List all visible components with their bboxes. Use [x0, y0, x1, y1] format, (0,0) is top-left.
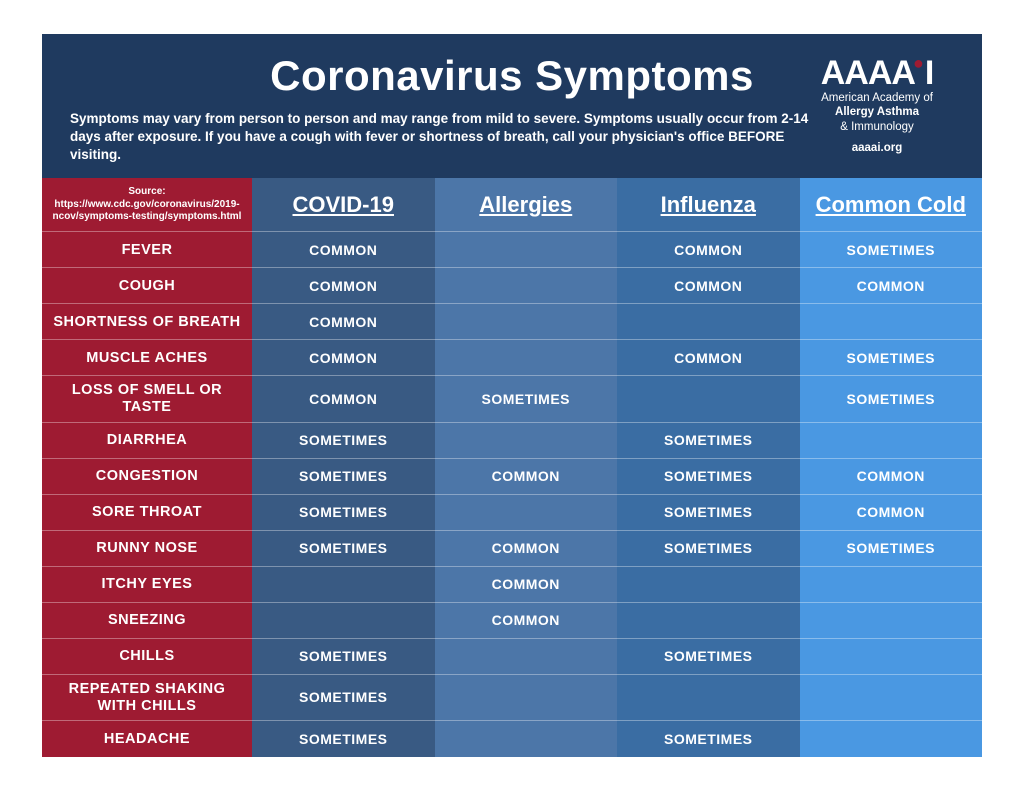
column-header-1: Allergies	[435, 178, 618, 232]
cell-4-2	[617, 376, 800, 422]
row-label-9: ITCHY EYES	[42, 567, 252, 603]
source-cell: Source: https://www.cdc.gov/coronavirus/…	[42, 178, 252, 232]
cell-9-1: COMMON	[435, 567, 618, 603]
row-label-12: REPEATED SHAKING WITH CHILLS	[42, 675, 252, 721]
cell-6-2: SOMETIMES	[617, 459, 800, 495]
cell-11-1	[435, 639, 618, 675]
logo-line3: & Immunology	[802, 121, 952, 134]
cell-11-3	[800, 639, 983, 675]
cell-2-3	[800, 304, 983, 340]
cell-9-0	[252, 567, 435, 603]
row-label-1: COUGH	[42, 268, 252, 304]
cell-2-2	[617, 304, 800, 340]
cell-0-0: COMMON	[252, 232, 435, 268]
cell-4-1: SOMETIMES	[435, 376, 618, 422]
cell-1-3: COMMON	[800, 268, 983, 304]
cell-3-1	[435, 340, 618, 376]
cell-10-1: COMMON	[435, 603, 618, 639]
cell-4-3: SOMETIMES	[800, 376, 983, 422]
cell-4-0: COMMON	[252, 376, 435, 422]
logo-letters: AAAA	[821, 56, 915, 90]
cell-6-0: SOMETIMES	[252, 459, 435, 495]
logo-line2: Allergy Asthma	[802, 106, 952, 119]
logo-line1: American Academy of	[802, 92, 952, 105]
cell-5-0: SOMETIMES	[252, 423, 435, 459]
column-header-2: Influenza	[617, 178, 800, 232]
row-label-10: SNEEZING	[42, 603, 252, 639]
cell-3-2: COMMON	[617, 340, 800, 376]
row-label-4: LOSS OF SMELL OR TASTE	[42, 376, 252, 422]
cell-8-3: SOMETIMES	[800, 531, 983, 567]
row-label-2: SHORTNESS OF BREATH	[42, 304, 252, 340]
cell-8-2: SOMETIMES	[617, 531, 800, 567]
cell-1-1	[435, 268, 618, 304]
row-label-0: FEVER	[42, 232, 252, 268]
cell-6-3: COMMON	[800, 459, 983, 495]
cell-13-2: SOMETIMES	[617, 721, 800, 757]
cell-2-1	[435, 304, 618, 340]
cell-13-3	[800, 721, 983, 757]
cell-7-3: COMMON	[800, 495, 983, 531]
cell-8-1: COMMON	[435, 531, 618, 567]
cell-3-0: COMMON	[252, 340, 435, 376]
row-label-6: CONGESTION	[42, 459, 252, 495]
logo-bar: I	[925, 56, 933, 90]
org-logo: AAAA●I American Academy of Allergy Asthm…	[802, 56, 952, 154]
cell-12-1	[435, 675, 618, 721]
cell-10-3	[800, 603, 983, 639]
column-header-0: COVID-19	[252, 178, 435, 232]
cell-7-2: SOMETIMES	[617, 495, 800, 531]
cell-12-2	[617, 675, 800, 721]
cell-0-3: SOMETIMES	[800, 232, 983, 268]
cell-0-1	[435, 232, 618, 268]
cell-5-2: SOMETIMES	[617, 423, 800, 459]
row-label-7: SORE THROAT	[42, 495, 252, 531]
page-subtitle: Symptoms may vary from person to person …	[70, 110, 810, 165]
cell-7-1	[435, 495, 618, 531]
cell-11-2: SOMETIMES	[617, 639, 800, 675]
cell-13-0: SOMETIMES	[252, 721, 435, 757]
cell-13-1	[435, 721, 618, 757]
row-label-13: HEADACHE	[42, 721, 252, 757]
row-label-8: RUNNY NOSE	[42, 531, 252, 567]
cell-1-2: COMMON	[617, 268, 800, 304]
cell-1-0: COMMON	[252, 268, 435, 304]
cell-12-3	[800, 675, 983, 721]
infographic-card: Coronavirus Symptoms Symptoms may vary f…	[42, 34, 982, 757]
cell-2-0: COMMON	[252, 304, 435, 340]
header: Coronavirus Symptoms Symptoms may vary f…	[42, 34, 982, 179]
cell-9-3	[800, 567, 983, 603]
column-header-3: Common Cold	[800, 178, 983, 232]
row-label-3: MUSCLE ACHES	[42, 340, 252, 376]
drop-icon: ●	[913, 54, 923, 72]
cell-5-1	[435, 423, 618, 459]
cell-9-2	[617, 567, 800, 603]
cell-12-0: SOMETIMES	[252, 675, 435, 721]
logo-url: aaaai.org	[802, 142, 952, 154]
cell-7-0: SOMETIMES	[252, 495, 435, 531]
row-label-5: DIARRHEA	[42, 423, 252, 459]
cell-3-3: SOMETIMES	[800, 340, 983, 376]
cell-8-0: SOMETIMES	[252, 531, 435, 567]
symptom-table: Source: https://www.cdc.gov/coronavirus/…	[42, 178, 982, 757]
cell-6-1: COMMON	[435, 459, 618, 495]
logo-wordmark: AAAA●I	[802, 56, 952, 90]
cell-10-0	[252, 603, 435, 639]
row-label-11: CHILLS	[42, 639, 252, 675]
cell-11-0: SOMETIMES	[252, 639, 435, 675]
cell-10-2	[617, 603, 800, 639]
cell-5-3	[800, 423, 983, 459]
cell-0-2: COMMON	[617, 232, 800, 268]
